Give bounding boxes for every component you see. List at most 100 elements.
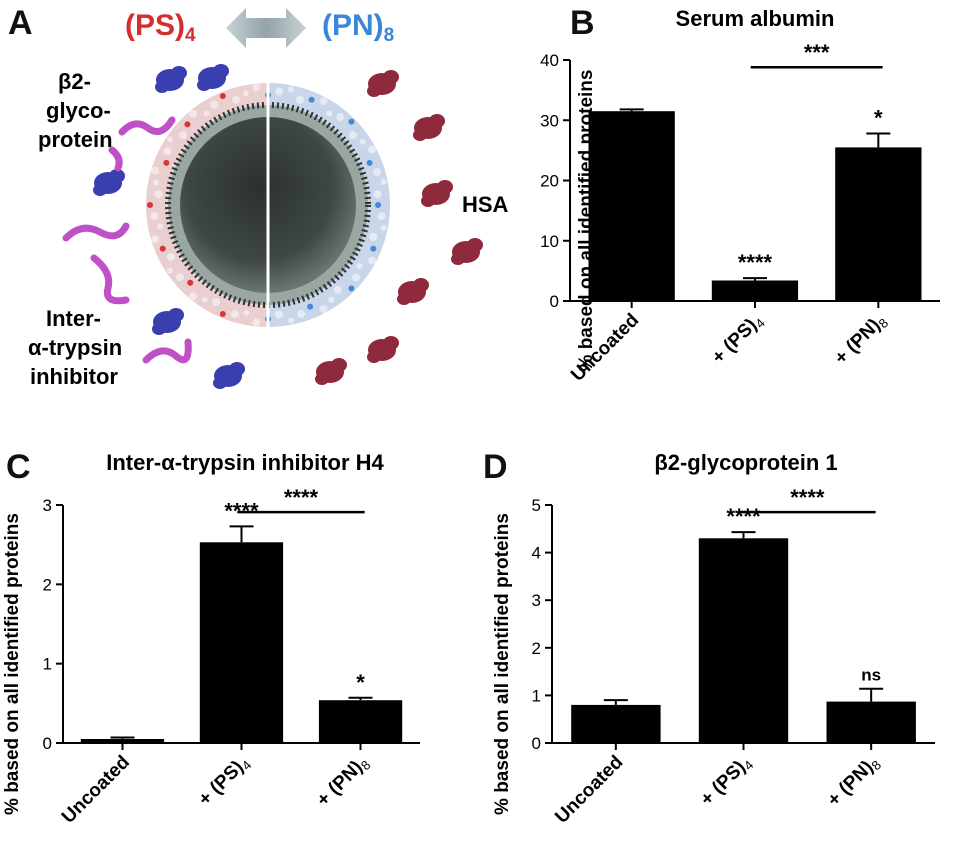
x-tick-label: Uncoated [551,752,627,828]
b2-protein-label: β2- glyco- protein [38,69,117,152]
coating-dot [153,179,160,186]
coating-dot [157,223,164,230]
bar [698,538,789,743]
b2-glycoprotein-icon [93,169,125,196]
coating-dot [328,296,335,303]
coating-dot [375,202,381,208]
coating-dot [356,263,363,270]
bar [571,704,661,743]
double-arrow-icon [226,8,306,48]
ps-label-sub: 4 [185,25,196,46]
y-tick-label: 2 [43,575,52,594]
pn-label: (PN)8 [322,9,394,46]
coating-dot [179,131,187,140]
coating-dot [380,179,387,185]
coating-dot [167,252,175,261]
significance-label: * [356,670,365,695]
hsa-protein-icon [367,70,399,97]
iti-protein-icon [142,338,192,364]
x-tick-label: + (PS)4 [708,310,768,370]
coating-dot [252,83,261,92]
coating-dot [219,93,226,99]
panel-c-chart: C Inter-α-trypsin inhibitor H4 % based on… [2,448,420,828]
pn-label-main: (PN) [322,9,384,42]
coating-dot [230,310,239,319]
panel-b-letter: B [570,4,595,42]
coating-dot [307,303,314,310]
coating-dot [369,232,378,241]
bar [835,147,922,301]
iti-protein-icon [62,222,130,242]
chart-title: β2-glycoprotein 1 [654,450,837,475]
y-tick-label: 0 [550,292,559,311]
coating-dot [274,310,283,319]
coating-dot [166,136,173,143]
coating-dot [184,121,191,128]
significance-label: * [874,106,883,131]
coating-dot [151,235,160,244]
coating-dot [151,166,160,175]
coating-dot [333,286,342,294]
y-tick-label: 1 [43,655,52,674]
coating-dot [154,190,163,199]
y-tick-label: 20 [540,172,559,191]
bar [80,739,165,743]
coating-dot [348,285,355,292]
panel-a: A (PS)4 (PN)8 β2- glyco- protein [8,4,509,389]
liposome-illustration [146,80,390,330]
coating-dot [373,167,382,176]
coating-dot [187,279,194,286]
iti-protein-icon [108,146,123,172]
coating-dot [242,90,249,97]
ps-label: (PS)4 [125,9,196,46]
x-tick-label: + (PN)8 [831,310,892,371]
coating-dot [243,309,250,316]
y-tick-label: 3 [532,591,541,610]
coating-dot [163,159,170,166]
coating-dot [252,318,261,327]
coating-dot [297,310,306,319]
significance-label: **** [738,250,773,275]
chart-title: Inter-α-trypsin inhibitor H4 [106,450,384,475]
bracket-label: **** [790,485,825,510]
y-tick-label: 4 [532,544,541,563]
coating-dot [377,212,386,221]
hsa-protein-icon [367,336,399,363]
coating-dot [349,131,357,140]
coating-dot [380,225,387,231]
coating-dot [275,87,284,96]
coating-dot [295,95,304,104]
x-tick-label: + (PN)8 [824,752,885,813]
iti-protein-icon [90,254,130,305]
bar [711,280,799,301]
bracket-label: *** [804,40,830,65]
coating-dot [203,110,210,117]
coating-dot [319,96,328,105]
coating-dot [373,190,382,199]
pn-label-sub: 8 [384,25,395,46]
bar [318,700,403,743]
coating-dot [348,118,355,125]
corona-proteins [62,64,483,389]
coating-dot [352,273,361,282]
hsa-protein-icon [451,238,483,265]
coating-dots [147,83,387,327]
coating-dot [150,212,159,221]
coating-dot [326,110,333,117]
ps-label-main: (PS) [125,9,185,42]
y-tick-label: 2 [532,639,541,658]
y-tick-label: 0 [532,734,541,753]
coating-dot [201,296,208,303]
coating-dot [308,96,315,103]
coating-dot [219,311,226,317]
b2-glycoprotein-icon [152,308,184,335]
coating-dot [189,292,198,301]
coating-dot [210,100,219,109]
coating-dot [370,245,377,252]
coating-dot [359,138,366,145]
b2-glycoprotein-icon [213,362,245,389]
bar [588,111,675,301]
hsa-protein-icon [413,114,445,141]
y-axis-label: % based on all identified proteins [2,513,23,815]
